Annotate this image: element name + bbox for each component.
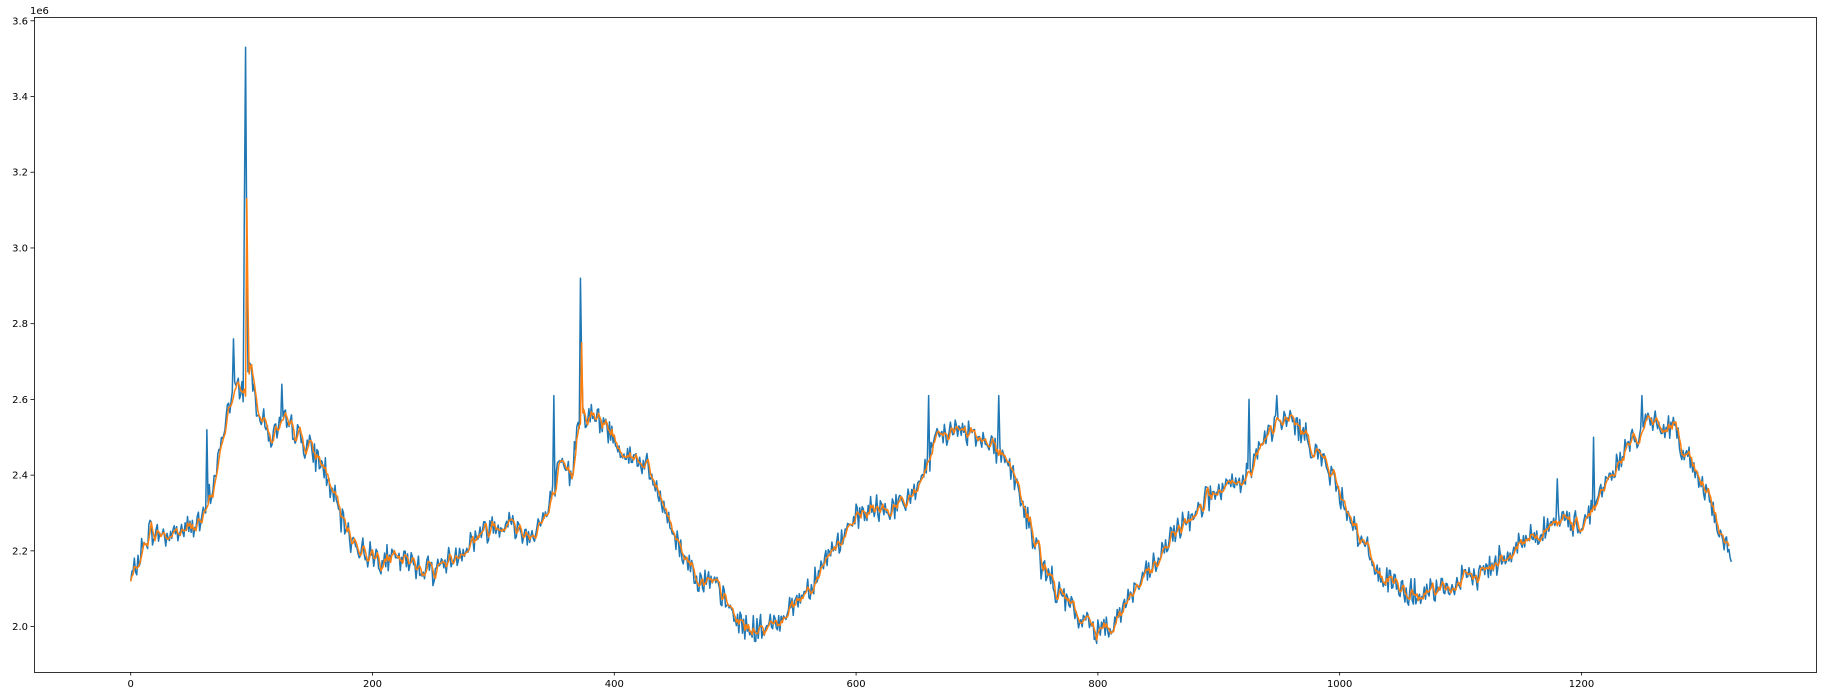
y-tick-label: 2.8 (12, 319, 28, 330)
y-tick-label: 3.4 (12, 92, 28, 103)
plot-area (34, 17, 1817, 673)
x-tick-label: 800 (1088, 679, 1107, 690)
x-tick-label: 200 (363, 679, 382, 690)
x-axis: 0 200 400 600 800 1000 1200 (128, 672, 1594, 690)
x-tick-label: 600 (847, 679, 866, 690)
series-layer (129, 46, 1733, 645)
axes-frame (34, 17, 1817, 673)
y-tick-label: 3.2 (12, 168, 28, 179)
y-axis: 2.0 2.2 2.4 2.6 2.8 3.0 3.2 3.4 3.6 (12, 16, 34, 633)
y-tick-label: 2.2 (12, 546, 28, 557)
series-line-2 (129, 197, 1730, 641)
y-offset-label: 1e6 (30, 6, 49, 17)
x-tick-label: 400 (605, 679, 624, 690)
y-tick-label: 2.6 (12, 395, 28, 406)
x-tick-label: 1000 (1327, 679, 1352, 690)
y-tick-label: 3.0 (12, 243, 28, 254)
y-tick-label: 3.6 (12, 16, 28, 27)
x-tick-label: 1200 (1569, 679, 1594, 690)
x-tick-label: 0 (128, 679, 134, 690)
y-tick-label: 2.0 (12, 622, 28, 633)
y-tick-label: 2.4 (12, 471, 28, 482)
